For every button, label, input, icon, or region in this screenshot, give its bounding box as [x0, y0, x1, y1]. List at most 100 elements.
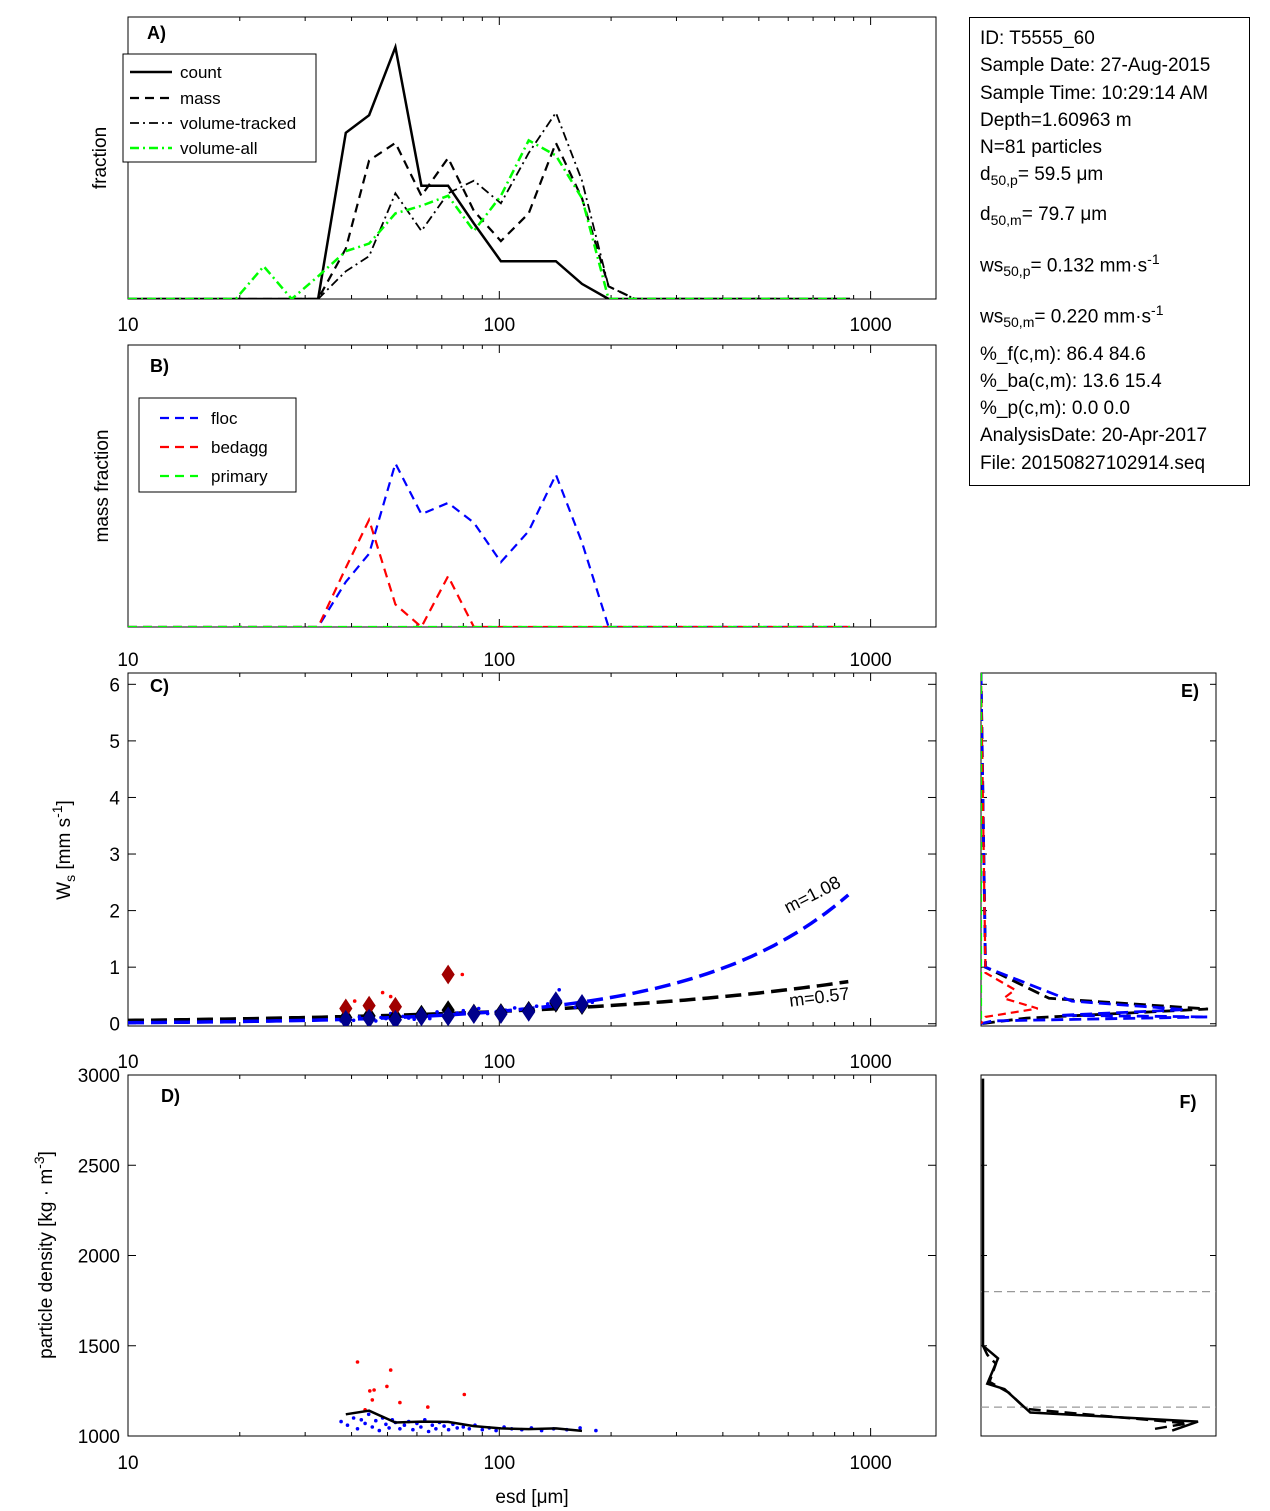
panel-f-frame: [980, 1074, 1217, 1437]
bedagg-density-point: [385, 1384, 389, 1389]
info-d50m: d50,m= 79.7 μm: [980, 203, 1108, 228]
floc-point: [485, 1011, 490, 1016]
panel-d-ytick-label: 3000: [78, 1066, 120, 1087]
floc-density-point: [402, 1423, 407, 1427]
floc-density-point: [339, 1419, 343, 1424]
info-particle-count: N=81 particles: [980, 137, 1102, 159]
floc-density-point: [351, 1416, 356, 1420]
legend-label-volume-tracked: volume-tracked: [180, 114, 296, 133]
panel-d-ytick-label: 2000: [78, 1247, 120, 1268]
floc-point: [590, 1000, 595, 1004]
legend-label-mass: mass: [180, 89, 221, 108]
floc-density-point: [494, 1428, 498, 1433]
info-sample-time: Sample Time: 10:29:14 AM: [980, 82, 1209, 104]
panel-f-series-count: [981, 1078, 1199, 1432]
legend-label-floc: floc: [211, 409, 238, 428]
floc-mean-diamond: [575, 994, 589, 1014]
floc-density-point: [374, 1418, 378, 1423]
bedagg-density-point: [368, 1389, 372, 1393]
panel-e-series-floc: [981, 673, 1209, 1026]
panel-c-ytick-label: 0: [109, 1015, 120, 1036]
floc-density-point: [594, 1428, 598, 1433]
bedagg-density-point: [426, 1405, 430, 1409]
floc-density-point: [359, 1418, 364, 1422]
panel-b-ylabel: mass fraction: [92, 430, 113, 543]
floc-mean-diamond: [549, 991, 563, 1012]
info-ws50p: ws50,p= 0.132 mm·s-1: [980, 250, 1160, 279]
panel-d-frame: [127, 1074, 937, 1437]
floc-mean-diamond: [362, 1008, 376, 1026]
floc-density-point: [426, 1429, 431, 1434]
floc-mean-diamond: [522, 1001, 536, 1022]
panel-c-ylabel: Ws [mm s-1]: [49, 800, 78, 900]
floc-point: [557, 988, 561, 992]
floc-density-point: [434, 1427, 438, 1431]
panel-c-frame: [127, 672, 937, 1027]
info-d50p: d50,p= 59.5 μm: [980, 164, 1104, 189]
floc-mean-diamond: [388, 1009, 403, 1026]
panel-a-series-volume-tracked: [128, 110, 850, 299]
panel-a-series-mass: [128, 140, 850, 299]
panel-a-ylabel: fraction: [90, 127, 111, 189]
floc-density-point: [398, 1427, 402, 1431]
floc-point: [412, 1017, 417, 1021]
info-analysis-date: AnalysisDate: 20-Apr-2017: [980, 425, 1208, 447]
bedagg-point: [460, 972, 465, 977]
info-file: File: 20150827102914.seq: [980, 452, 1206, 474]
panel-d-xtick-label: 100: [483, 1453, 515, 1474]
bedagg-density-point: [355, 1360, 360, 1364]
floc-point: [379, 1015, 383, 1020]
density-mean-line: [345, 1409, 583, 1433]
legend-label-count: count: [180, 63, 222, 82]
floc-point: [357, 1015, 362, 1019]
panel-d-ytick-label: 2500: [78, 1156, 120, 1177]
panel-c-xtick-label: 100: [483, 1052, 515, 1073]
legend-label-primary: primary: [211, 467, 268, 486]
floc-mean-diamond: [441, 1006, 455, 1026]
floc-density-point: [446, 1427, 451, 1432]
panel-b-label: B): [150, 356, 169, 376]
panel-d-ytick-label: 1500: [78, 1337, 120, 1358]
floc-point: [384, 1016, 388, 1021]
panel-a-series-count: [128, 42, 850, 299]
panel-c-xtick-label: 10: [117, 1052, 138, 1073]
panel-e-frame: [980, 672, 1217, 1027]
floc-point: [374, 1019, 378, 1023]
floc-density-point: [345, 1423, 350, 1427]
floc-density-point: [480, 1427, 485, 1432]
panel-a-series-volume-all: [128, 138, 850, 299]
panel-a-label: A): [147, 23, 166, 43]
panel-f-label: F): [1180, 1092, 1197, 1112]
floc-point: [455, 1011, 460, 1015]
info-percent-primary: %_p(c,m): 0.0 0.0: [980, 398, 1130, 420]
floc-point: [545, 1002, 550, 1006]
floc-density-point: [387, 1426, 391, 1430]
panel-a-xtick-label: 1000: [849, 315, 891, 336]
bedagg-density-point: [370, 1398, 375, 1402]
info-id: ID: T5555_60: [980, 28, 1095, 49]
floc-density-point: [355, 1427, 360, 1431]
floc-point: [428, 1016, 432, 1021]
floc-point: [435, 1010, 439, 1014]
bedagg-density-point: [388, 1368, 393, 1372]
panel-e-series-count: [981, 673, 1209, 1026]
floc-point: [406, 1016, 411, 1020]
info-box: ID: T5555_60 Sample Date: 27-Aug-2015 Sa…: [969, 17, 1250, 486]
floc-density-point: [442, 1424, 446, 1428]
panel-c-ytick-label: 6: [109, 675, 120, 696]
fit-label-floc: m=1.08: [781, 872, 844, 917]
floc-point: [351, 1018, 356, 1023]
panel-c-xtick-label: 1000: [849, 1052, 891, 1073]
floc-density-point: [578, 1426, 582, 1430]
floc-density-point: [384, 1422, 388, 1427]
floc-mean-diamond: [467, 1004, 481, 1025]
panel-d-xtick-label: 10: [117, 1453, 138, 1474]
panel-b-xtick-label: 1000: [849, 650, 891, 671]
panel-a-xtick-label: 10: [117, 315, 138, 336]
panel-c-ytick-label: 5: [109, 732, 120, 753]
floc-density-point: [363, 1421, 367, 1426]
floc-mean-diamond: [414, 1006, 429, 1026]
panel-e-label: E): [1181, 681, 1199, 701]
floc-density-point: [377, 1428, 382, 1433]
